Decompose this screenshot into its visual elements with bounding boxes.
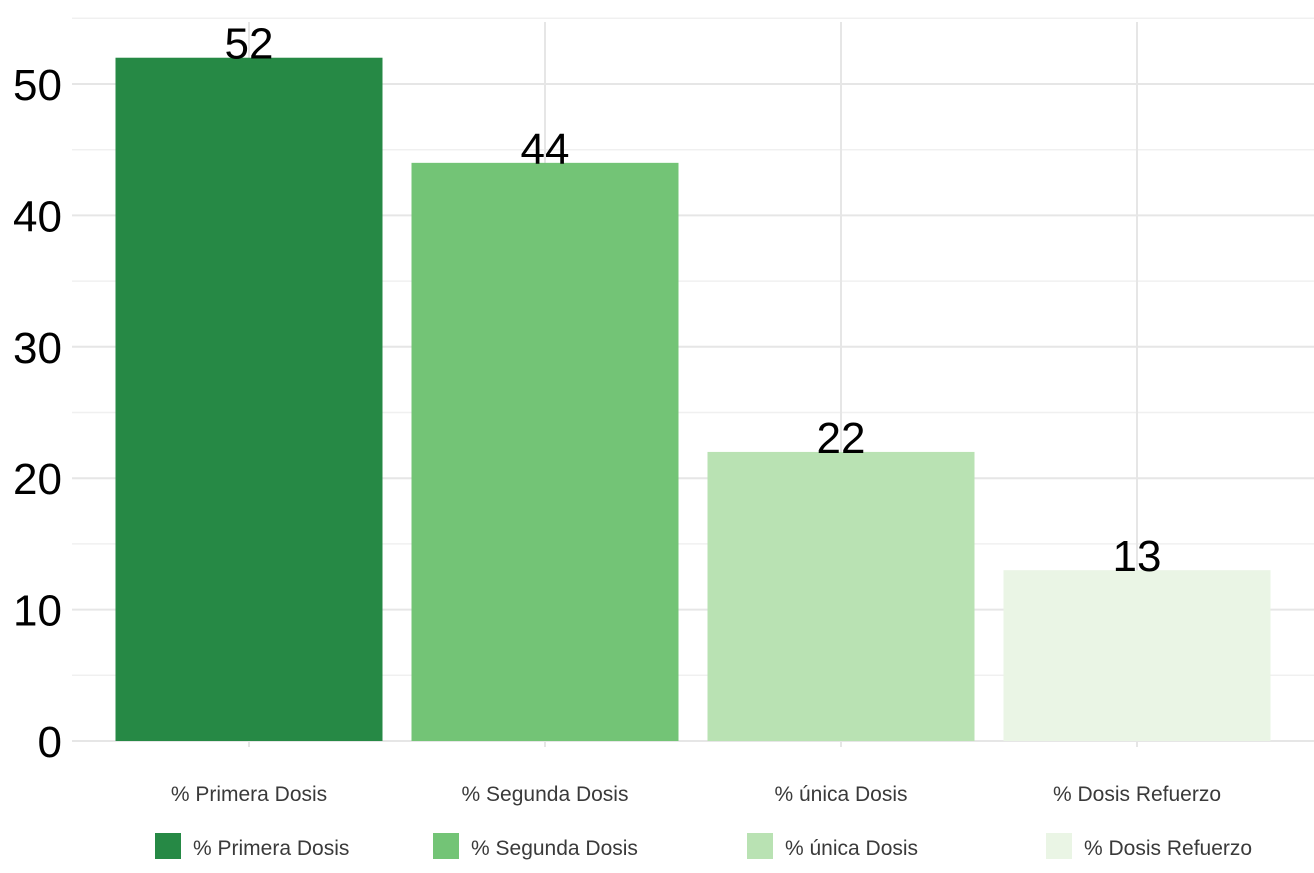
y-tick-label: 30 bbox=[13, 324, 62, 373]
bar bbox=[411, 162, 679, 742]
y-axis-tick-labels: 0 10 20 30 40 50 bbox=[13, 61, 62, 767]
x-tick-label: % Dosis Refuerzo bbox=[1053, 783, 1221, 806]
legend: % Primera Dosis % Segunda Dosis % única Do… bbox=[155, 833, 1252, 860]
legend-swatch bbox=[433, 833, 459, 859]
data-label: 52 bbox=[225, 20, 274, 69]
y-tick-label: 20 bbox=[13, 455, 62, 504]
bar bbox=[115, 57, 383, 742]
x-tick-label: % Segunda Dosis bbox=[462, 783, 629, 806]
x-tick-label: % Primera Dosis bbox=[171, 783, 327, 806]
data-labels: 52 44 22 13 bbox=[225, 20, 1162, 581]
y-tick-label: 0 bbox=[38, 718, 62, 767]
x-axis-tick-labels: % Primera Dosis % Segunda Dosis % única Do… bbox=[171, 783, 1221, 806]
y-tick-label: 40 bbox=[13, 192, 62, 241]
y-tick-label: 10 bbox=[13, 587, 62, 636]
legend-label: % Primera Dosis bbox=[193, 837, 349, 860]
bars bbox=[115, 57, 1271, 742]
legend-label: % Dosis Refuerzo bbox=[1084, 837, 1252, 860]
bar bbox=[1003, 570, 1271, 741]
legend-swatch bbox=[747, 833, 773, 859]
bar bbox=[707, 451, 975, 741]
legend-swatch bbox=[155, 833, 181, 859]
y-tick-label: 50 bbox=[13, 61, 62, 110]
legend-label: % Segunda Dosis bbox=[471, 837, 638, 860]
legend-swatch bbox=[1046, 833, 1072, 859]
legend-label: % única Dosis bbox=[785, 837, 918, 860]
data-label: 44 bbox=[521, 125, 570, 174]
data-label: 22 bbox=[817, 414, 866, 463]
data-label: 13 bbox=[1113, 532, 1162, 581]
x-tick-label: % única Dosis bbox=[774, 783, 907, 806]
